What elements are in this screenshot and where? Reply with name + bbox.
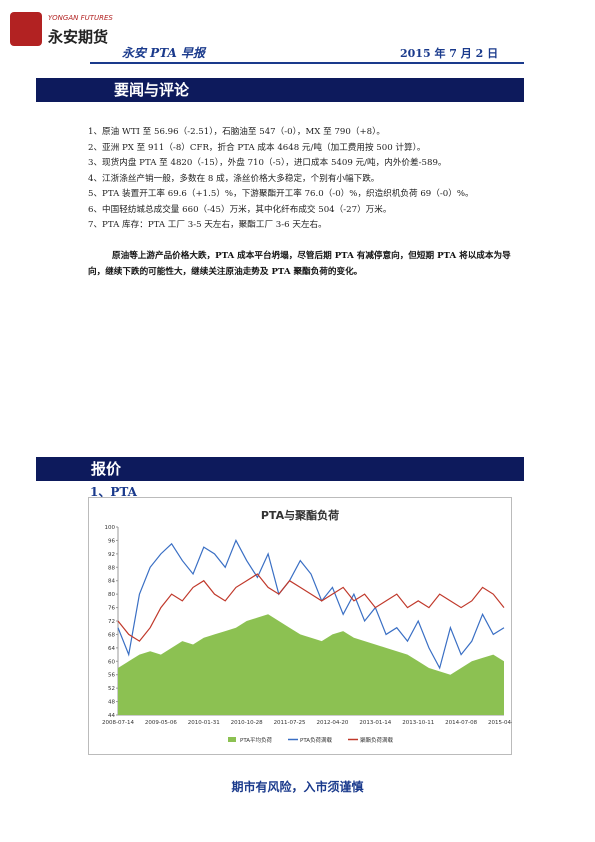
legend-label: 聚酯负荷满载 (360, 736, 394, 744)
news-item: 5、PTA 装置开工率 69.6（+1.5）%，下游聚酯开工率 76.0（-0）… (88, 189, 474, 199)
news-item: 7、PTA 库存：PTA 工厂 3-5 天左右，聚酯工厂 3-6 天左右。 (88, 220, 327, 230)
section-bar: 报价 (36, 457, 524, 481)
x-tick-label: 2011-07-25 (274, 720, 306, 726)
y-tick-label: 44 (108, 713, 115, 719)
area (118, 614, 504, 715)
logo-cn: 永安期货 (48, 28, 109, 46)
x-tick-label: 2010-01-31 (188, 720, 220, 726)
y-tick-label: 56 (108, 673, 115, 679)
line (117, 539, 505, 670)
logo-mark (10, 12, 42, 46)
y-tick-label: 48 (108, 700, 115, 706)
x-tick-label: 2013-01-14 (359, 720, 391, 726)
y-tick-label: 84 (108, 579, 115, 585)
legend-label: PTA平均负荷 (240, 736, 273, 744)
chart-title: PTA与聚酯负荷 (261, 508, 339, 522)
y-tick-label: 88 (108, 565, 115, 571)
news-item: 4、江浙涤丝产销一般，多数在 8 成，涤丝价格大多稳定，个别有小幅下跌。 (88, 173, 380, 184)
x-tick-label: 2009-05-06 (145, 720, 177, 726)
y-tick-label: 64 (108, 646, 115, 652)
logo-en: YONGAN FUTURES (48, 14, 113, 22)
footer: 期市有风险，入市须谨慎 (231, 780, 364, 794)
y-tick-label: 92 (108, 552, 115, 558)
legend-swatch (228, 737, 236, 742)
header-rule (90, 62, 524, 64)
news-item: 1、原油 WTI 至 56.96（-2.51），石脑油至 547（-0），MX … (88, 127, 386, 137)
x-tick-label: 2012-04-20 (316, 720, 348, 726)
news-item: 6、中国轻纺城总成交量 660（-45）万米，其中化纤布成交 504（-27）万… (88, 204, 392, 215)
legend-label: PTA负荷满载 (300, 736, 333, 744)
x-tick-label: 2014-07-08 (445, 720, 477, 726)
x-tick-label: 2013-10-11 (402, 720, 434, 726)
chart: PTA与聚酯负荷 44 48 52 56 60 64 68 72 76 80 84 88 92 96 100… (88, 497, 512, 755)
line (117, 573, 505, 642)
x-tick-label: 2015-04-04 (488, 720, 512, 726)
x-tick-label: 2008-07-14 (102, 720, 134, 726)
x-tick-label: 2010-10-28 (231, 720, 263, 726)
chart-frame (88, 497, 512, 755)
y-tick-label: 72 (108, 619, 115, 625)
comment: 原油等上游产品价格大跌，PTA 成本平台坍塌，尽管后期 PTA 有减停意向，但短… (88, 251, 511, 277)
report-date: 2015 年 7 月 2 日 (400, 47, 499, 60)
news-item: 3、现货内盘 PTA 至 4820（-15），外盘 710（-5），进口成本 5… (88, 158, 447, 168)
section-bar: 要闻与评论 (36, 78, 524, 102)
y-tick-label: 68 (108, 632, 115, 638)
news-item: 2、亚洲 PX 至 911（-8）CFR，折合 PTA 成本 4648 元/吨（… (88, 142, 426, 153)
y-tick-label: 60 (108, 659, 115, 665)
report-title: 永安 PTA 早报 (122, 46, 205, 60)
y-tick-label: 96 (108, 538, 115, 544)
y-tick-label: 100 (105, 525, 116, 531)
y-tick-label: 76 (108, 606, 115, 612)
y-tick-label: 52 (108, 686, 115, 692)
subheading: 1、PTA (90, 485, 137, 499)
y-tick-label: 80 (108, 592, 115, 598)
